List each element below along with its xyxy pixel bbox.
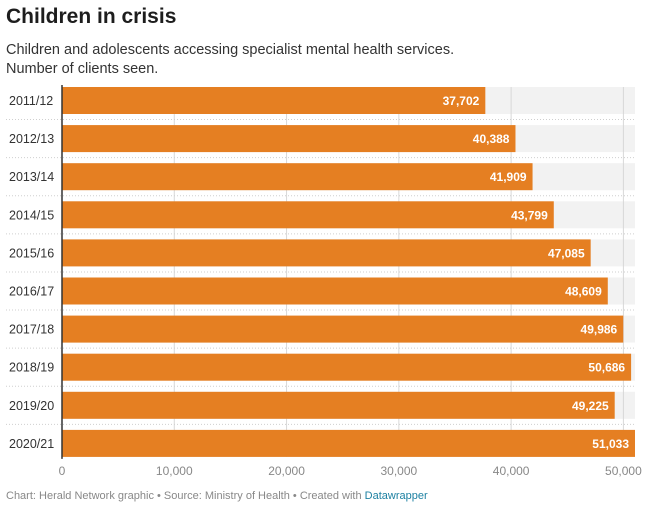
category-label: 2020/21 (9, 437, 54, 451)
chart-subtitle: Children and adolescents accessing speci… (6, 41, 454, 79)
bar-value-label: 40,388 (473, 132, 510, 146)
bar-value-label: 47,085 (548, 246, 585, 260)
bar-value-label: 48,609 (565, 285, 602, 299)
category-label: 2014/15 (9, 208, 54, 222)
bar (62, 391, 615, 419)
x-tick-label: 0 (59, 464, 66, 478)
bar-value-label: 51,033 (592, 437, 629, 451)
subtitle-line-1: Children and adolescents accessing speci… (6, 42, 455, 58)
subtitle-line-2: Number of clients seen. (6, 61, 159, 77)
footer-created: Created with (299, 490, 365, 502)
footer-separator: • (289, 490, 300, 502)
bar-chart: 2011/12 37,702 2012/13 40,388 2013/14 41,909 2… (6, 85, 642, 478)
chart-title: Children in crisis (6, 5, 177, 28)
bar (62, 87, 486, 114)
bar (62, 239, 591, 267)
x-tick-label: 40,000 (493, 464, 530, 478)
x-tick-label: 20,000 (268, 464, 305, 478)
x-tick-label: 50,000 (605, 464, 642, 478)
bar-value-label: 37,702 (443, 94, 480, 108)
bar-value-label: 43,799 (511, 208, 548, 222)
category-label: 2012/13 (9, 132, 54, 146)
category-label: 2017/18 (9, 323, 54, 337)
x-tick-label: 30,000 (380, 464, 417, 478)
bar (62, 353, 632, 381)
footer-source: Source: Ministry of Health (163, 490, 290, 502)
x-tick-label: 10,000 (156, 464, 193, 478)
bar (62, 315, 624, 343)
bar (62, 277, 608, 305)
bar-value-label: 49,225 (572, 399, 609, 413)
datawrapper-link[interactable]: Datawrapper (364, 490, 428, 502)
footer-separator: • (153, 490, 164, 502)
bar-value-label: 41,909 (490, 170, 527, 184)
bar (62, 429, 635, 457)
category-label: 2019/20 (9, 399, 54, 413)
bar (62, 125, 516, 153)
category-label: 2013/14 (9, 170, 54, 184)
bar-value-label: 49,986 (581, 323, 618, 337)
bar (62, 163, 533, 191)
bar (62, 201, 554, 229)
chart-footer: Chart: Herald Network graphic • Source: … (6, 490, 428, 502)
category-label: 2018/19 (9, 361, 54, 375)
footer-chart-label: Chart: Herald Network graphic (6, 490, 154, 502)
category-label: 2011/12 (9, 94, 53, 108)
category-label: 2016/17 (9, 285, 54, 299)
bar-value-label: 50,686 (588, 361, 625, 375)
category-label: 2015/16 (9, 246, 54, 260)
